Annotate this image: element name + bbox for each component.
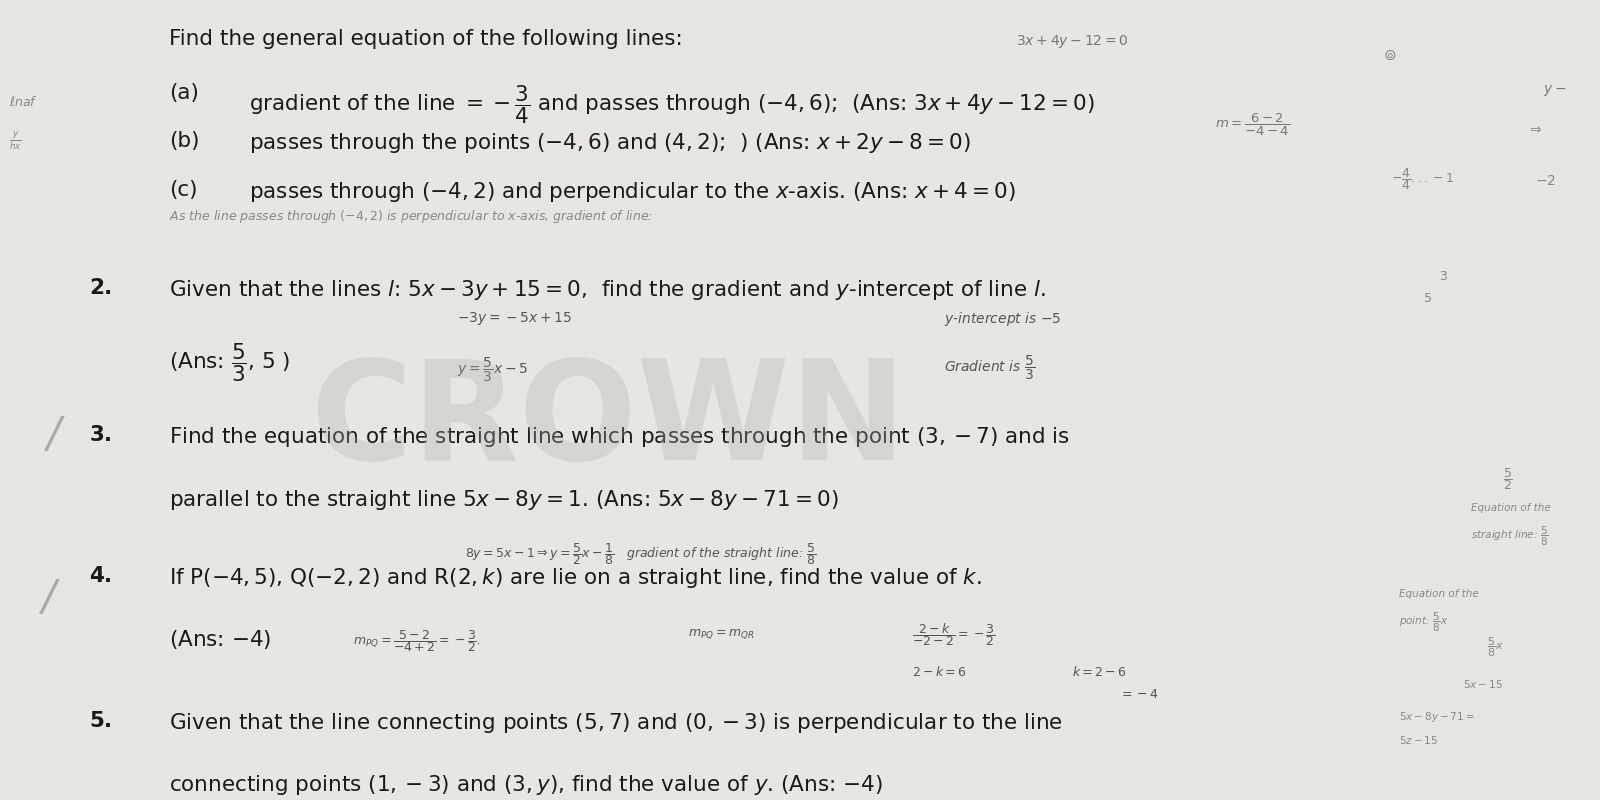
Text: Given that the line connecting points $(5,7)$ and $(0,-3)$ is perpendicular to t: Given that the line connecting points $(…	[170, 711, 1062, 735]
Text: $\circledcirc$: $\circledcirc$	[1382, 48, 1397, 63]
Text: $\dfrac{2-k}{-2-2} = -\dfrac{3}{2}$: $\dfrac{2-k}{-2-2} = -\dfrac{3}{2}$	[912, 622, 995, 649]
Text: parallel to the straight line $5x - 8y = 1$. (Ans: $5x - 8y - 71 = 0$): parallel to the straight line $5x - 8y =…	[170, 488, 838, 512]
Text: connecting points $(1,-3)$ and $(3,y)$, find the value of $y$. (Ans: $-4$): connecting points $(1,-3)$ and $(3,y)$, …	[170, 774, 883, 798]
Text: passes through $(-4,2)$ and perpendicular to the $x$-axis. (Ans: $x + 4 = 0$): passes through $(-4,2)$ and perpendicula…	[250, 179, 1016, 203]
Text: $\Rightarrow$: $\Rightarrow$	[1526, 122, 1542, 136]
Text: $m_{PQ} = m_{QR}$: $m_{PQ} = m_{QR}$	[688, 628, 755, 642]
Text: (a): (a)	[170, 83, 198, 103]
Text: $8y = 5x - 1 \Rightarrow y = \dfrac{5}{2}x - \dfrac{1}{8}$   gradient of the str: $8y = 5x - 1 \Rightarrow y = \dfrac{5}{2…	[464, 541, 816, 566]
Text: Given that the lines $l$: $5x - 3y + 15 = 0$,  find the gradient and $y$-interce: Given that the lines $l$: $5x - 3y + 15 …	[170, 278, 1046, 302]
Text: (Ans: $\dfrac{5}{3}$, 5 ): (Ans: $\dfrac{5}{3}$, 5 )	[170, 342, 290, 384]
Text: $3x + 4y - 12 = 0$: $3x + 4y - 12 = 0$	[1016, 33, 1128, 50]
Text: $y$-intercept is $-5$: $y$-intercept is $-5$	[944, 310, 1061, 328]
Text: passes through the points $(-4,6)$ and $(4,2)$;  ) (Ans: $x + 2y - 8 = 0$): passes through the points $(-4,6)$ and $…	[250, 131, 971, 155]
Text: $2-k = 6$: $2-k = 6$	[912, 665, 966, 679]
Text: $m = \dfrac{6-2}{-4-4}$: $m = \dfrac{6-2}{-4-4}$	[1216, 112, 1291, 138]
Text: $\frac{y}{hx}$: $\frac{y}{hx}$	[10, 130, 22, 152]
Text: $y-$: $y-$	[1542, 83, 1566, 98]
Text: $5x - 8y - 71 =$: $5x - 8y - 71 =$	[1398, 710, 1475, 723]
Text: point: $\dfrac{5}{8}x$: point: $\dfrac{5}{8}x$	[1398, 610, 1448, 634]
Text: Gradient is $\dfrac{5}{3}$: Gradient is $\dfrac{5}{3}$	[944, 354, 1035, 382]
Text: $m_{PQ} = \dfrac{5-2}{-4+2} = -\dfrac{3}{2}$.: $m_{PQ} = \dfrac{5-2}{-4+2} = -\dfrac{3}…	[352, 628, 480, 654]
Text: $\dfrac{5}{8}x$: $\dfrac{5}{8}x$	[1486, 635, 1504, 659]
Text: (c): (c)	[170, 179, 197, 199]
Text: As the line passes through $(-4,2)$ is perpendicular to x-axis, gradient of line: As the line passes through $(-4,2)$ is p…	[170, 207, 653, 225]
Text: $y = \dfrac{5}{3}x - 5$: $y = \dfrac{5}{3}x - 5$	[456, 355, 528, 384]
Text: 5.: 5.	[90, 711, 112, 731]
Text: $\dfrac{5}{2}$: $\dfrac{5}{2}$	[1502, 466, 1512, 492]
Text: Equation of the: Equation of the	[1470, 503, 1550, 514]
Text: $\ell naf$: $\ell naf$	[10, 94, 38, 109]
Text: $5z - 15$: $5z - 15$	[1398, 734, 1438, 746]
Text: $5x - 15$: $5x - 15$	[1462, 678, 1502, 690]
Text: $-3y = -5x + 15$: $-3y = -5x + 15$	[456, 310, 571, 327]
Text: gradient of the line $= -\dfrac{3}{4}$ and passes through $(-4,6)$;  (Ans: $3x +: gradient of the line $= -\dfrac{3}{4}$ a…	[250, 83, 1094, 126]
Text: 4.: 4.	[90, 566, 112, 586]
Text: $= -4$: $= -4$	[1120, 689, 1160, 702]
Text: /: /	[46, 414, 61, 456]
Text: (Ans: $-4$): (Ans: $-4$)	[170, 628, 272, 650]
Text: $k = 2-6$: $k = 2-6$	[1072, 665, 1126, 679]
Text: (b): (b)	[170, 131, 200, 151]
Text: 3.: 3.	[90, 426, 112, 446]
Text: If P$(-4,5)$, Q$(-2,2)$ and R$(2, k)$ are lie on a straight line, find the value: If P$(-4,5)$, Q$(-2,2)$ and R$(2, k)$ ar…	[170, 566, 982, 590]
Text: $3$: $3$	[1438, 270, 1448, 283]
Text: CROWN: CROWN	[310, 354, 906, 489]
Text: Equation of the: Equation of the	[1398, 589, 1478, 599]
Text: $5$: $5$	[1422, 292, 1432, 305]
Text: Find the general equation of the following lines:: Find the general equation of the followi…	[170, 29, 683, 49]
Text: 2.: 2.	[90, 278, 112, 298]
Text: /: /	[42, 578, 56, 619]
Text: $-2$: $-2$	[1534, 174, 1555, 188]
Text: $-\dfrac{4}{4}...-1$: $-\dfrac{4}{4}...-1$	[1390, 166, 1454, 192]
Text: Find the equation of the straight line which passes through the point $(3,-7)$ a: Find the equation of the straight line w…	[170, 426, 1070, 450]
Text: straight line: $\dfrac{5}{8}$: straight line: $\dfrac{5}{8}$	[1470, 525, 1549, 548]
